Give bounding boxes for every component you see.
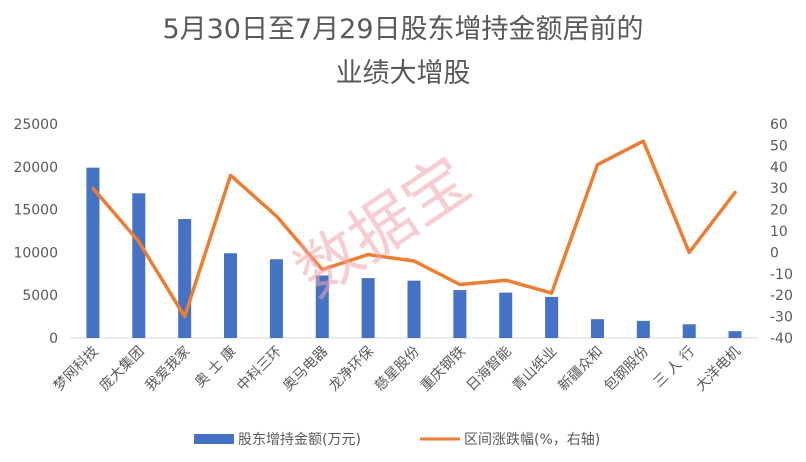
line-point	[229, 173, 233, 177]
category-label: 奥马电器	[279, 343, 331, 395]
bar-series	[86, 167, 742, 338]
bar	[728, 331, 742, 338]
line-point	[412, 259, 416, 263]
right-tick-label: -10	[770, 267, 793, 283]
bar	[499, 292, 513, 338]
category-label: 重庆钢铁	[418, 344, 469, 395]
bar	[132, 193, 146, 338]
category-label: 我爱我家	[142, 343, 194, 395]
category-label: 庞大集团	[96, 343, 148, 395]
right-tick-label: 20	[770, 203, 788, 219]
bar	[178, 219, 192, 338]
line-point	[641, 139, 645, 143]
category-label: 梦网科技	[51, 344, 102, 395]
category-label: 奥 士 康	[191, 343, 239, 391]
legend-bar-label: 股东增持金额(万元)	[238, 432, 361, 448]
category-label: 青山纸业	[510, 344, 561, 395]
right-axis-ticks: -40 -30 -20 -10 0 10 20 30 40 50 60	[770, 117, 793, 347]
right-tick-label: -30	[770, 310, 793, 326]
bar	[224, 253, 238, 338]
line-point	[595, 163, 599, 167]
left-tick-label: 5000	[22, 288, 58, 304]
category-label: 龙净环保	[326, 344, 377, 395]
left-tick-label: 10000	[13, 245, 58, 261]
line-point	[183, 315, 187, 319]
right-tick-label: 60	[770, 117, 788, 133]
left-tick-label: 20000	[13, 160, 58, 176]
legend-line-label: 区间涨跌幅(%，右轴)	[464, 432, 600, 448]
bar	[453, 290, 467, 338]
right-tick-label: -40	[770, 331, 793, 347]
category-label: 日海智能	[464, 344, 515, 395]
line-point	[91, 186, 95, 190]
bar	[315, 275, 329, 338]
category-label: 大洋电机	[693, 344, 744, 395]
left-tick-label: 0	[49, 331, 58, 347]
chart-title-line-1: 5月30日至7月29日股东增持金额居前的	[162, 14, 643, 45]
line-point	[687, 250, 691, 254]
bar	[682, 324, 696, 338]
legend: 股东增持金额(万元) 区间涨跌幅(%，右轴)	[194, 432, 600, 448]
category-label: 三 人 行	[651, 344, 698, 391]
line-point	[320, 268, 324, 272]
line-series	[91, 139, 737, 319]
line-point	[458, 283, 462, 286]
right-tick-label: 30	[770, 181, 788, 197]
bar	[545, 296, 559, 338]
right-tick-label: 50	[770, 138, 788, 154]
category-label: 新疆众和	[555, 344, 606, 395]
line-point	[274, 214, 278, 218]
legend-bar-swatch	[194, 434, 234, 444]
line-point	[137, 240, 141, 244]
bar	[361, 278, 375, 338]
watermark: 数据宝	[283, 143, 484, 312]
line-point	[550, 291, 554, 295]
right-tick-label: 40	[770, 160, 788, 176]
right-tick-label: 0	[770, 245, 779, 261]
line-point	[366, 253, 370, 257]
bar	[269, 259, 283, 338]
left-tick-label: 25000	[13, 117, 58, 133]
category-label: 包钢股份	[601, 344, 652, 395]
bar	[86, 167, 100, 338]
line-point	[733, 190, 737, 194]
watermark-text: 数据宝	[283, 143, 484, 312]
left-axis-ticks: 0 5000 10000 15000 20000 25000	[13, 117, 58, 347]
category-label: 中科三环	[234, 344, 285, 395]
right-tick-label: -20	[770, 288, 793, 304]
category-label: 慈星股份	[372, 344, 423, 395]
bar	[636, 320, 650, 338]
chart-title-line-2: 业绩大增股	[336, 58, 471, 89]
right-tick-label: 10	[770, 224, 788, 240]
left-tick-label: 15000	[13, 203, 58, 219]
bar	[590, 319, 604, 338]
line-point	[504, 278, 508, 282]
bar	[407, 280, 421, 338]
